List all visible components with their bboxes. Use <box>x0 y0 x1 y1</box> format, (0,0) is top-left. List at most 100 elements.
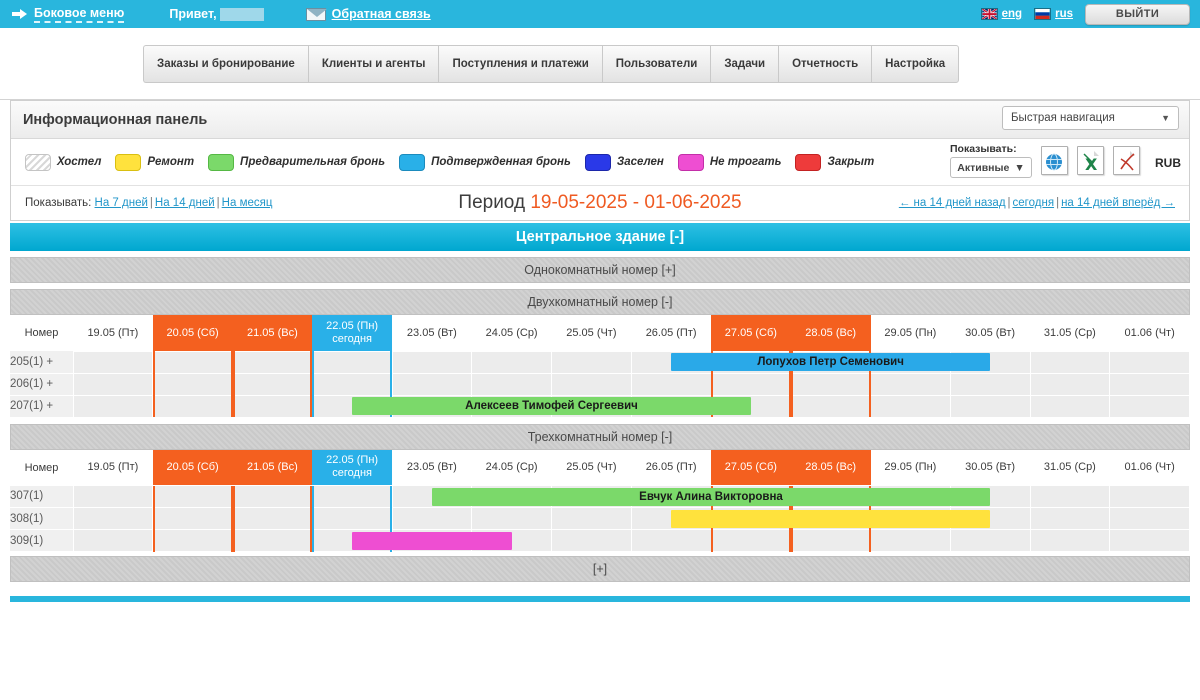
calendar-cell[interactable] <box>232 394 313 418</box>
column-header-day-7[interactable]: 26.05 (Пт) <box>631 315 711 351</box>
range-14-days[interactable]: На 14 дней <box>154 197 215 209</box>
calendar-cell[interactable] <box>1029 529 1111 552</box>
calendar-cell[interactable] <box>72 507 154 530</box>
side-menu-toggle[interactable]: Боковое меню <box>34 6 125 23</box>
calendar-cell[interactable] <box>1029 394 1111 418</box>
pdf-export-icon[interactable] <box>1113 146 1140 175</box>
nav-today[interactable]: сегодня <box>1012 197 1055 209</box>
calendar-cell[interactable] <box>710 372 792 396</box>
logout-button[interactable]: ВЫЙТИ <box>1085 3 1190 25</box>
show-filter-select[interactable]: Активные ▼ <box>950 157 1032 178</box>
column-header-day-3[interactable]: 22.05 (Пн) сегодня <box>312 315 392 351</box>
calendar-cell[interactable] <box>870 529 951 552</box>
nav-forward-14-days[interactable]: на 14 дней вперёд → <box>1061 197 1175 209</box>
nav-item-orders[interactable]: Заказы и бронирование <box>143 44 308 83</box>
column-header-day-1[interactable]: 20.05 (Сб) <box>152 315 233 351</box>
calendar-cell[interactable] <box>391 507 473 530</box>
column-header-day-0[interactable]: 19.05 (Пт) <box>73 449 153 486</box>
calendar-cell[interactable] <box>72 350 154 374</box>
calendar-cell[interactable] <box>232 529 313 552</box>
lang-switch-eng[interactable]: eng <box>980 8 1022 20</box>
calendar-cell[interactable] <box>630 529 712 552</box>
nav-item-tasks[interactable]: Задачи <box>710 44 779 83</box>
calendar-cell[interactable] <box>311 485 393 508</box>
calendar-cell[interactable] <box>72 529 154 552</box>
column-header-day-3[interactable]: 22.05 (Пн) сегодня <box>312 449 392 486</box>
lang-rus-label[interactable]: rus <box>1055 8 1073 20</box>
calendar-cell[interactable] <box>551 372 632 396</box>
calendar-cell[interactable] <box>152 507 233 530</box>
booking-bar[interactable]: Лопухов Петр Семенович <box>671 353 991 371</box>
category-one-room[interactable]: Однокомнатный номер [+] <box>10 257 1190 283</box>
calendar-cell[interactable] <box>232 350 313 374</box>
calendar-cell[interactable] <box>551 529 632 552</box>
range-7-days[interactable]: На 7 дней <box>94 197 148 209</box>
building-header[interactable]: Центральное здание [-] <box>10 223 1190 251</box>
booking-bar[interactable] <box>671 509 991 528</box>
column-header-day-2[interactable]: 21.05 (Вс) <box>232 449 313 486</box>
calendar-cell[interactable] <box>1109 485 1190 508</box>
calendar-cell[interactable] <box>72 372 154 396</box>
column-header-day-5[interactable]: 24.05 (Ср) <box>471 315 552 351</box>
booking-bar[interactable]: Евчук Алина Викторовна <box>431 487 991 506</box>
column-header-day-11[interactable]: 30.05 (Вт) <box>950 449 1030 486</box>
calendar-cell[interactable] <box>790 394 871 418</box>
column-header-day-8[interactable]: 27.05 (Сб) <box>711 315 791 351</box>
feedback-link[interactable]: Обратная связь <box>331 7 431 21</box>
feedback-link-wrap[interactable]: Обратная связь <box>305 7 431 21</box>
column-header-day-11[interactable]: 30.05 (Вт) <box>950 315 1030 351</box>
calendar-cell[interactable] <box>72 394 154 418</box>
calendar-cell[interactable] <box>1109 507 1190 530</box>
column-header-day-4[interactable]: 23.05 (Вт) <box>392 315 472 351</box>
globe-export-icon[interactable] <box>1041 146 1068 175</box>
calendar-cell[interactable] <box>152 529 233 552</box>
category-two-room[interactable]: Двухкомнатный номер [-] <box>10 289 1190 315</box>
column-header-day-5[interactable]: 24.05 (Ср) <box>471 449 552 486</box>
column-header-day-4[interactable]: 23.05 (Вт) <box>392 449 472 486</box>
calendar-cell[interactable] <box>232 372 313 396</box>
calendar-cell[interactable] <box>471 507 552 530</box>
lang-switch-rus[interactable]: rus <box>1034 8 1073 20</box>
calendar-cell[interactable] <box>391 350 473 374</box>
column-header-day-10[interactable]: 29.05 (Пн) <box>870 315 951 351</box>
calendar-cell[interactable] <box>790 372 871 396</box>
range-month[interactable]: На месяц <box>221 197 273 209</box>
calendar-cell[interactable] <box>471 372 552 396</box>
calendar-cell[interactable] <box>630 372 712 396</box>
column-header-day-2[interactable]: 21.05 (Вс) <box>232 315 313 351</box>
calendar-cell[interactable] <box>949 529 1031 552</box>
calendar-cell[interactable] <box>311 350 393 374</box>
room-label[interactable]: 309(1) <box>10 529 73 552</box>
booking-bar[interactable]: Алексеев Тимофей Сергеевич <box>352 397 751 415</box>
calendar-cell[interactable] <box>1029 485 1111 508</box>
column-header-day-13[interactable]: 01.06 (Чт) <box>1109 449 1190 486</box>
column-header-day-7[interactable]: 26.05 (Пт) <box>631 449 711 486</box>
nav-item-settings[interactable]: Настройка <box>871 44 960 83</box>
calendar-cell[interactable] <box>710 529 792 552</box>
room-label[interactable]: 207(1) + <box>10 395 73 418</box>
calendar-cell[interactable] <box>1109 372 1190 396</box>
calendar-cell[interactable] <box>72 485 154 508</box>
calendar-cell[interactable] <box>551 507 632 530</box>
calendar-cell[interactable] <box>551 350 632 374</box>
calendar-cell[interactable] <box>949 394 1031 418</box>
nav-back-14-days[interactable]: ← на 14 дней назад <box>898 197 1006 209</box>
column-header-day-10[interactable]: 29.05 (Пн) <box>870 449 951 486</box>
calendar-cell[interactable] <box>311 372 393 396</box>
calendar-cell[interactable] <box>152 350 233 374</box>
calendar-cell[interactable] <box>152 394 233 418</box>
column-header-day-1[interactable]: 20.05 (Сб) <box>152 449 233 486</box>
calendar-cell[interactable] <box>870 394 951 418</box>
calendar-cell[interactable] <box>1029 350 1111 374</box>
calendar-cell[interactable] <box>471 350 552 374</box>
nav-item-reports[interactable]: Отчетность <box>778 44 872 83</box>
room-label[interactable]: 308(1) <box>10 507 73 530</box>
calendar-cell[interactable] <box>1109 529 1190 552</box>
category-expand-footer[interactable]: [+] <box>10 556 1190 582</box>
column-header-day-12[interactable]: 31.05 (Ср) <box>1030 315 1110 351</box>
room-label[interactable]: 307(1) <box>10 485 73 508</box>
calendar-cell[interactable] <box>391 372 473 396</box>
column-header-day-9[interactable]: 28.05 (Вс) <box>790 449 871 486</box>
column-header-day-6[interactable]: 25.05 (Чт) <box>551 449 632 486</box>
calendar-cell[interactable] <box>1029 507 1111 530</box>
